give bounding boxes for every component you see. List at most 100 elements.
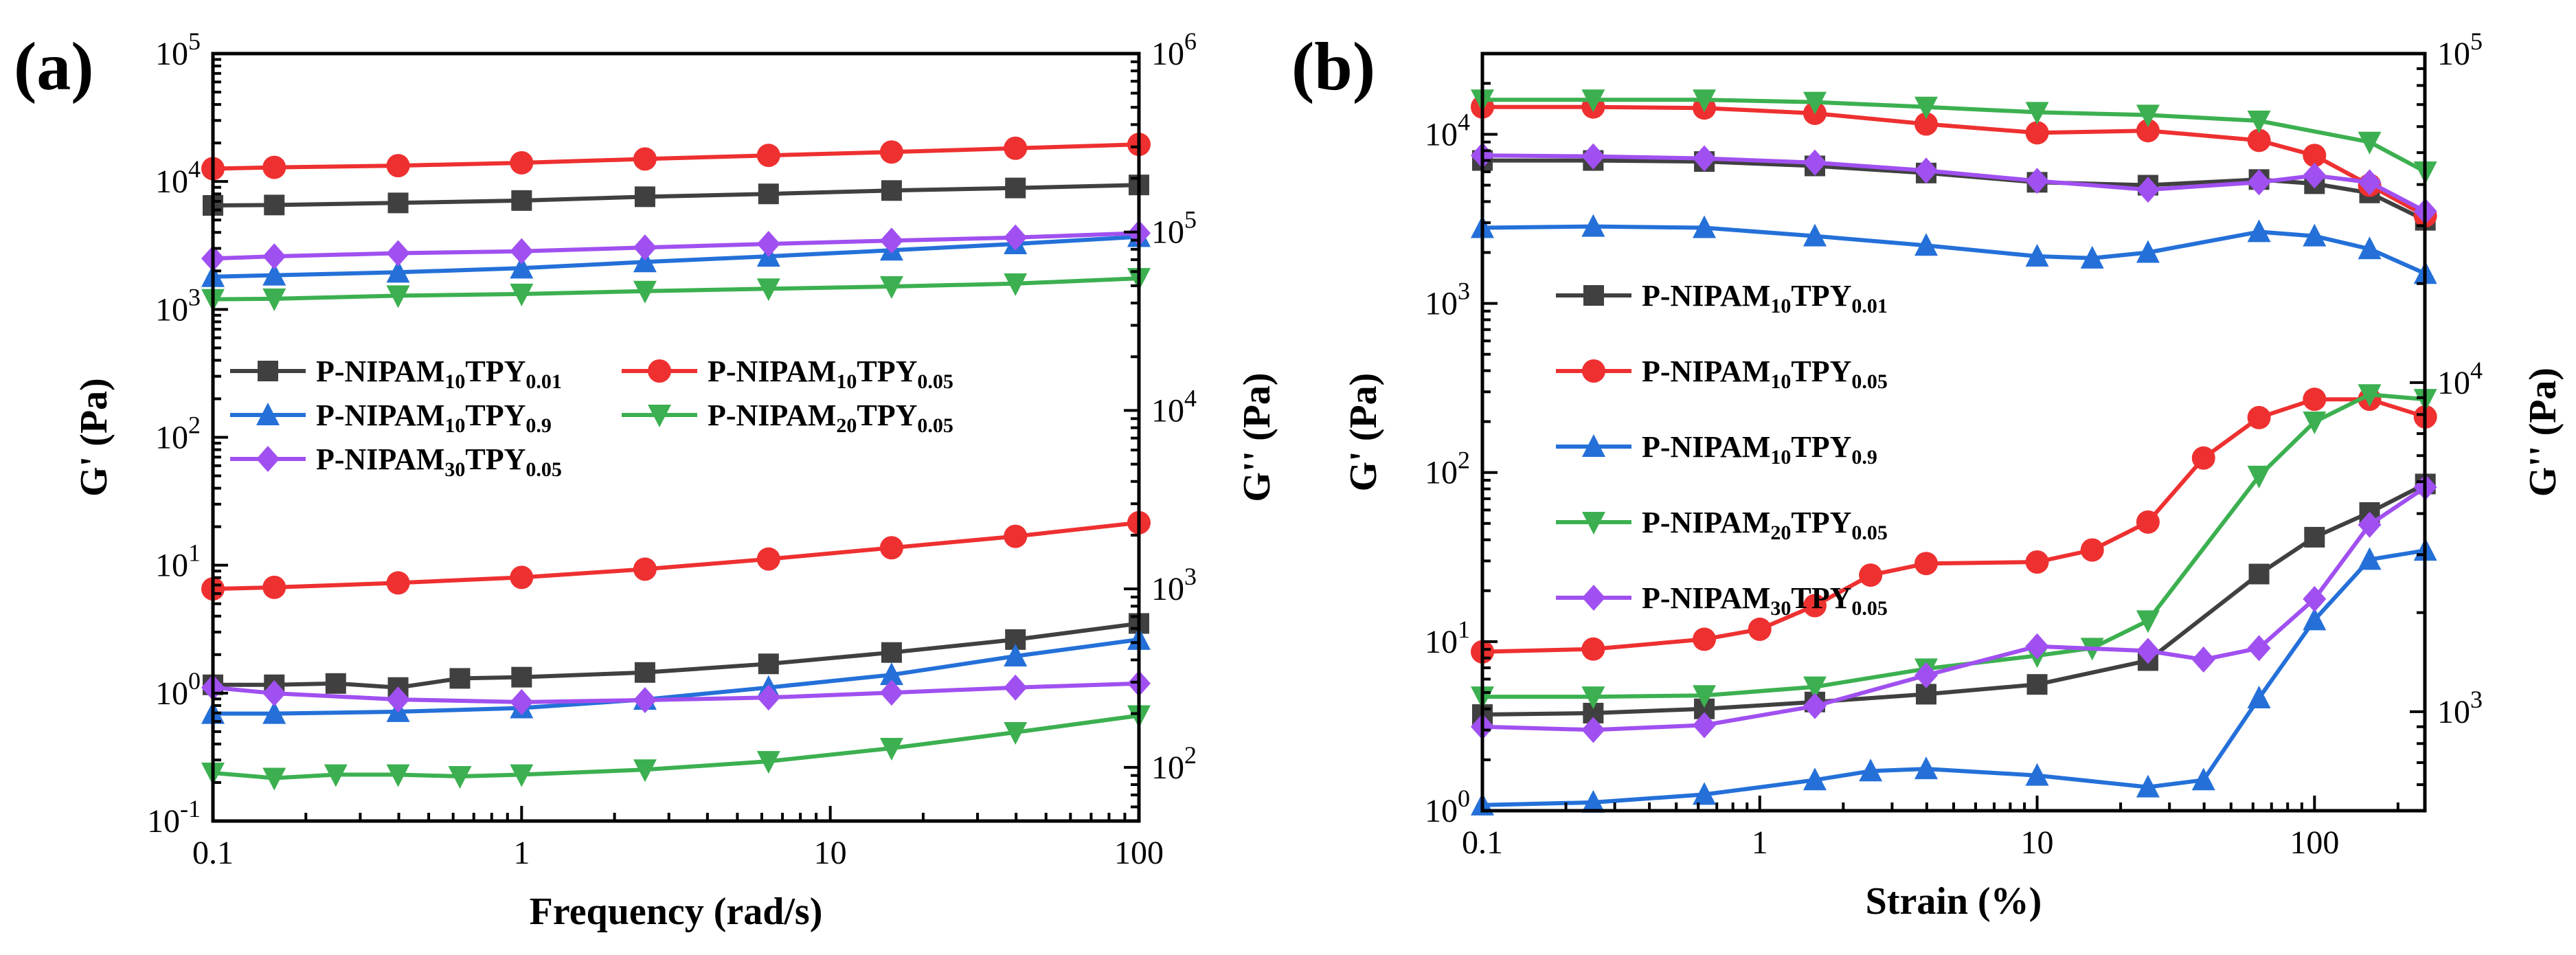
data-point-storage-2-10 (2358, 236, 2382, 260)
data-point-storage-4-3 (510, 238, 534, 265)
data-point-storage-4-2 (386, 240, 410, 267)
data-point-storage-2-1 (262, 262, 286, 286)
series-line-loss-4 (1482, 485, 2427, 732)
data-point-loss-4-3 (510, 688, 534, 715)
data-point-storage-1-7 (2247, 128, 2271, 153)
x-axis: 0.1 1 10 100 (192, 806, 1164, 871)
series-line-storage-2 (212, 234, 1140, 279)
data-point-loss-3-2 (324, 764, 348, 787)
y-right-tick-label: 103 (2437, 686, 2483, 730)
y-left-tick-label: 101 (1425, 616, 1470, 660)
data-point-storage-0-4 (634, 186, 655, 207)
data-point-storage-1-8 (2303, 144, 2327, 168)
data-point-loss-4-5 (2025, 633, 2049, 660)
data-point-loss-0-7 (2248, 563, 2270, 585)
y-right-axis: 103 104 105 (2410, 27, 2483, 812)
data-point-storage-0-7 (1005, 177, 1026, 199)
series-line-storage-0 (1482, 158, 2427, 223)
data-point-storage-2-7 (2136, 240, 2160, 263)
y-left-tick-label: 10-1 (147, 795, 201, 840)
x-tick-label: 0.1 (1462, 824, 1503, 861)
data-point-storage-0-6 (881, 180, 902, 201)
data-point-storage-4-2 (1693, 145, 1717, 172)
y-left-axis-title: G' (Pa) (73, 378, 115, 497)
y-left-tick-label: 102 (1425, 447, 1470, 491)
data-point-storage-3-2 (1693, 89, 1717, 113)
data-point-loss-3-5 (510, 764, 534, 787)
series-line-loss-2 (1482, 548, 2426, 807)
data-point-loss-2-5 (1914, 756, 1938, 780)
data-point-storage-3-7 (2247, 110, 2271, 133)
series-line-loss-0 (213, 621, 1140, 690)
x-axis-title: Strain (%) (1866, 880, 2042, 923)
data-point-loss-0-6 (634, 662, 655, 683)
legend-marker (1583, 285, 1604, 306)
data-point-storage-4-7 (2247, 169, 2271, 196)
y-right-tick-label: 105 (2437, 27, 2483, 72)
legend-item: P-NIPAM30TPY0.05 (1556, 581, 1888, 620)
data-point-storage-3-4 (633, 280, 657, 304)
y-left-axis: 100 101 102 103 104 (1425, 52, 1498, 829)
legend-item: P-NIPAM10TPY0.05 (1556, 355, 1888, 393)
data-point-loss-4-1 (1581, 717, 1605, 743)
data-point-storage-2-1 (1581, 214, 1605, 237)
data-point-loss-1-11 (2247, 405, 2271, 429)
legend-marker (648, 405, 671, 427)
data-point-storage-4-4 (633, 234, 657, 261)
y-left-tick-label: 100 (1425, 785, 1470, 829)
data-point-loss-3-2 (1693, 685, 1717, 708)
data-point-loss-2-1 (262, 701, 286, 724)
data-point-loss-2-4 (1859, 759, 1883, 782)
data-point-storage-4-5 (2025, 168, 2049, 194)
legend: P-NIPAM10TPY0.01 P-NIPAM10TPY0.05 P-NIPAM1… (230, 355, 953, 481)
y-right-axis: 102 103 104 105 106 (1124, 27, 1197, 822)
legend-marker (1582, 512, 1605, 535)
data-point-storage-3-3 (510, 283, 534, 306)
data-point-loss-4-5 (756, 684, 780, 711)
legend-label: P-NIPAM20TPY0.05 (708, 398, 953, 437)
data-point-loss-3-3 (1803, 676, 1827, 699)
legend-marker (258, 361, 278, 381)
legend: P-NIPAM10TPY0.01 P-NIPAM10TPY0.05 P-NIPAM1… (1556, 279, 1888, 620)
data-point-storage-1-4 (633, 147, 657, 171)
data-point-loss-3-9 (1004, 721, 1028, 745)
data-point-storage-4-6 (879, 227, 903, 254)
data-point-loss-2-7 (1004, 643, 1028, 666)
panel-label: (a) (14, 28, 94, 104)
x-tick-label: 100 (1114, 835, 1164, 871)
series-line-storage-3 (1482, 98, 2427, 174)
data-point-loss-4-10 (2358, 511, 2382, 538)
y-right-axis-title: G'' (Pa) (2522, 368, 2564, 497)
legend-item: P-NIPAM10TPY0.9 (230, 398, 552, 437)
legend-marker (256, 446, 280, 472)
data-point-loss-4-2 (1693, 712, 1717, 739)
y-right-tick-label: 102 (1151, 741, 1197, 786)
data-point-loss-0-8 (2304, 526, 2325, 548)
panel-a: (a) 0.1 1 10 100 10-1 100 101 102 103 104 105 102 103… (14, 27, 1278, 933)
panel-label: (b) (1291, 28, 1375, 104)
legend-label: P-NIPAM10TPY0.9 (316, 398, 552, 437)
data-point-storage-1-1 (262, 155, 286, 179)
data-point-loss-4-4 (1914, 662, 1938, 688)
data-point-loss-1-6 (1914, 552, 1938, 576)
legend-item: P-NIPAM20TPY0.05 (622, 398, 953, 437)
data-point-loss-0-2 (325, 673, 346, 694)
data-point-storage-4-5 (756, 231, 780, 258)
data-point-loss-4-4 (633, 687, 657, 714)
data-point-loss-0-5 (511, 666, 532, 688)
data-point-storage-3-3 (1803, 91, 1827, 115)
data-point-storage-3-1 (262, 288, 286, 311)
data-point-storage-3-7 (1004, 273, 1028, 296)
legend-label: P-NIPAM10TPY0.01 (1642, 279, 1888, 317)
y-left-tick-label: 102 (155, 412, 201, 456)
series-line-storage-2 (1482, 224, 2426, 276)
data-point-storage-4-3 (1803, 149, 1827, 176)
y-left-tick-label: 101 (155, 539, 201, 584)
series-line-storage-1 (212, 142, 1140, 171)
data-point-loss-2-7 (2136, 774, 2160, 798)
y-left-tick-label: 104 (1425, 108, 1470, 153)
data-point-loss-1-3 (510, 565, 534, 589)
data-point-loss-1-2 (386, 571, 410, 595)
data-point-storage-4-6 (2136, 177, 2160, 203)
data-point-loss-1-5 (1859, 563, 1883, 587)
